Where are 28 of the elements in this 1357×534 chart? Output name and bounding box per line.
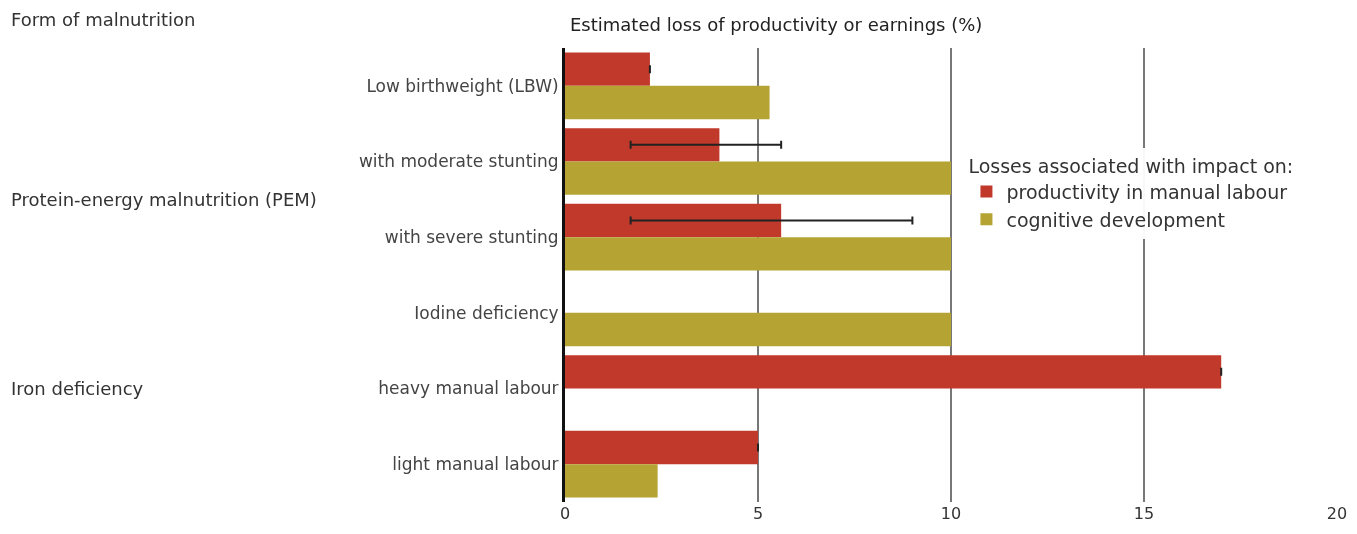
x-tick-label: 15 <box>1133 504 1155 523</box>
text: Form of malnutrition <box>11 9 196 30</box>
text: Protein-energy malnutrition (PEM) <box>11 189 317 210</box>
bar <box>565 355 1222 389</box>
y-tick-label: Iodine deficiency <box>414 302 559 323</box>
y-tick-label: heavy manual labour <box>378 378 559 399</box>
y-tick-label: with severe stunting <box>384 227 559 248</box>
y-tick-label: Low birthweight (LBW) <box>366 75 559 96</box>
bar <box>565 203 782 238</box>
x-tick-label: 20 <box>1326 504 1348 523</box>
legend-title: Losses associated with impact on: <box>968 154 1294 177</box>
x-tick-label: 5 <box>752 504 764 523</box>
legend-label: cognitive development <box>1006 208 1225 231</box>
x-tick-label: 10 <box>940 504 962 523</box>
bar <box>565 464 658 498</box>
bar <box>565 312 951 347</box>
y-tick-label: light manual labour <box>392 454 559 475</box>
bar <box>565 128 720 162</box>
bar <box>565 161 951 195</box>
chart-title: Estimated loss of productivity or earnings (%) <box>570 14 983 36</box>
legend-label: productivity in manual labour <box>1006 180 1288 203</box>
bar <box>565 85 770 120</box>
bar <box>565 52 650 86</box>
y-tick-label: with moderate stunting <box>358 151 559 172</box>
text: Iron deficiency <box>11 378 144 399</box>
bar <box>565 430 758 465</box>
x-tick-label: 0 <box>559 504 571 523</box>
bar <box>565 237 951 271</box>
